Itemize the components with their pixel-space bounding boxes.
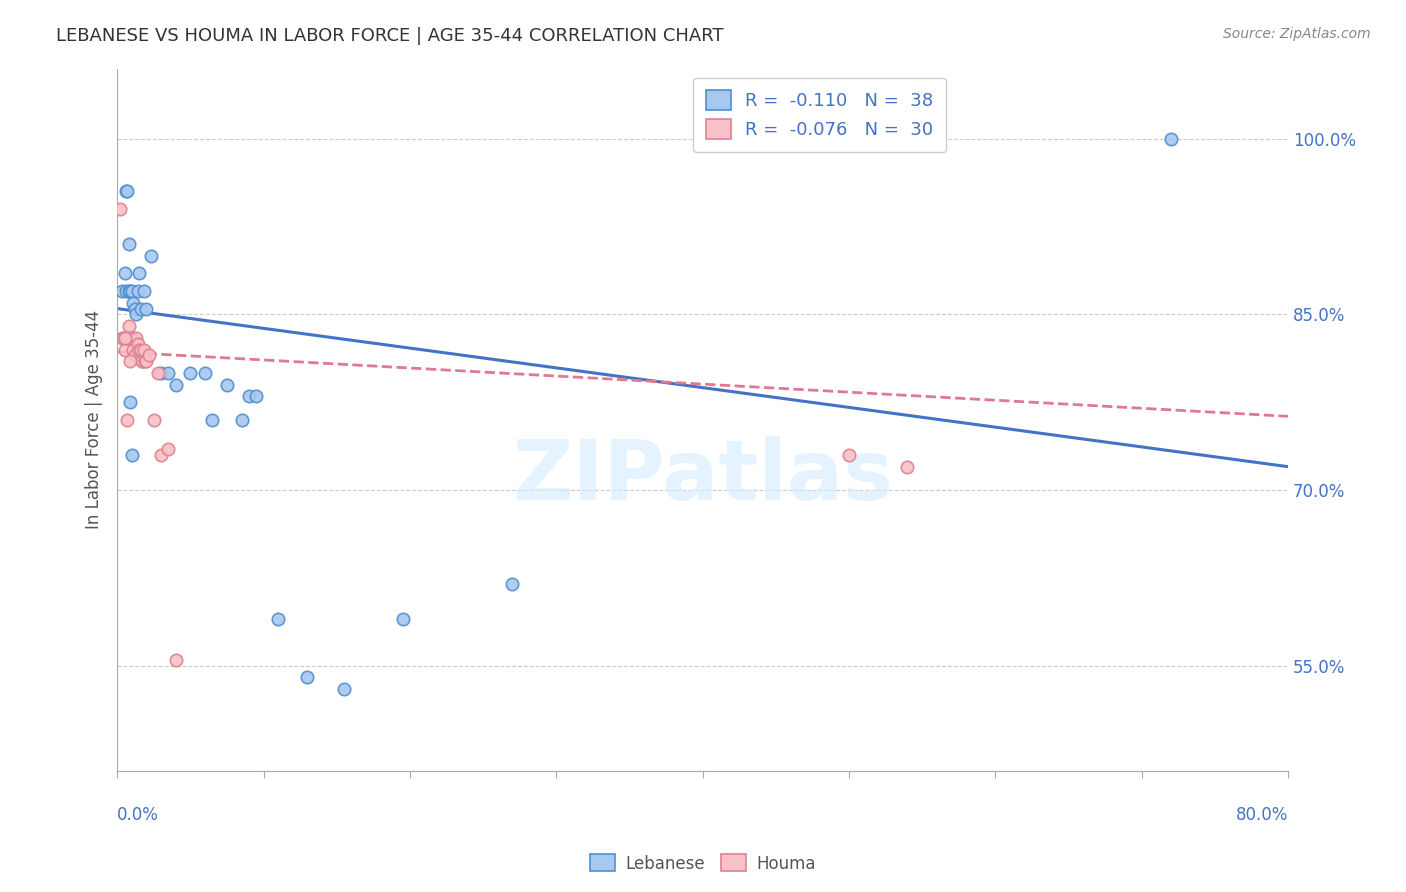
Point: [157, 366, 180, 380]
Point: [131, 354, 153, 368]
Point: [135, 354, 157, 368]
Point: [120, 354, 142, 368]
Point: [121, 331, 143, 345]
Point: [108, 202, 131, 216]
Point: [215, 377, 238, 392]
Point: [122, 343, 145, 357]
Point: [117, 413, 139, 427]
Point: [112, 331, 135, 345]
Point: [110, 331, 132, 345]
Point: [150, 366, 173, 380]
Point: [138, 348, 160, 362]
Point: [1160, 132, 1182, 146]
Text: 80.0%: 80.0%: [1236, 806, 1288, 824]
Point: [122, 295, 145, 310]
Point: [127, 336, 149, 351]
Point: [120, 284, 142, 298]
Text: 0.0%: 0.0%: [117, 806, 159, 824]
Point: [157, 442, 180, 456]
Point: [135, 301, 157, 316]
Point: [129, 301, 152, 316]
Point: [114, 343, 136, 357]
Point: [118, 237, 141, 252]
Point: [114, 267, 136, 281]
Point: [124, 301, 146, 316]
Point: [110, 284, 132, 298]
Point: [501, 576, 523, 591]
Point: [121, 284, 143, 298]
Point: [231, 413, 253, 427]
Point: [120, 331, 142, 345]
Point: [267, 612, 290, 626]
Point: [165, 653, 187, 667]
Point: [134, 354, 156, 368]
Point: [297, 670, 319, 684]
Point: [838, 448, 860, 462]
Point: [115, 284, 138, 298]
Point: [114, 331, 136, 345]
Point: [142, 413, 165, 427]
Point: [201, 413, 224, 427]
Point: [896, 459, 918, 474]
Text: Source: ZipAtlas.com: Source: ZipAtlas.com: [1223, 27, 1371, 41]
Point: [132, 284, 155, 298]
Point: [391, 612, 413, 626]
Legend: Lebanese, Houma: Lebanese, Houma: [583, 847, 823, 880]
Point: [129, 343, 152, 357]
Point: [139, 249, 162, 263]
Point: [128, 267, 150, 281]
Y-axis label: In Labor Force | Age 35-44: In Labor Force | Age 35-44: [86, 310, 103, 529]
Point: [245, 389, 267, 403]
Point: [131, 354, 153, 368]
Point: [115, 185, 138, 199]
Point: [115, 331, 138, 345]
Point: [238, 389, 260, 403]
Point: [132, 343, 155, 357]
Point: [117, 331, 139, 345]
Point: [150, 448, 173, 462]
Point: [333, 682, 356, 697]
Point: [146, 366, 169, 380]
Legend: R =  -0.110   N =  38, R =  -0.076   N =  30: R = -0.110 N = 38, R = -0.076 N = 30: [693, 78, 946, 152]
Point: [127, 284, 149, 298]
Point: [121, 448, 143, 462]
Point: [179, 366, 201, 380]
Text: LEBANESE VS HOUMA IN LABOR FORCE | AGE 35-44 CORRELATION CHART: LEBANESE VS HOUMA IN LABOR FORCE | AGE 3…: [56, 27, 724, 45]
Point: [194, 366, 217, 380]
Point: [118, 284, 141, 298]
Point: [118, 319, 141, 334]
Point: [128, 343, 150, 357]
Point: [117, 185, 139, 199]
Point: [125, 308, 148, 322]
Point: [125, 331, 148, 345]
Point: [120, 395, 142, 409]
Point: [124, 348, 146, 362]
Point: [117, 331, 139, 345]
Text: ZIPatlas: ZIPatlas: [512, 435, 893, 516]
Point: [165, 377, 187, 392]
